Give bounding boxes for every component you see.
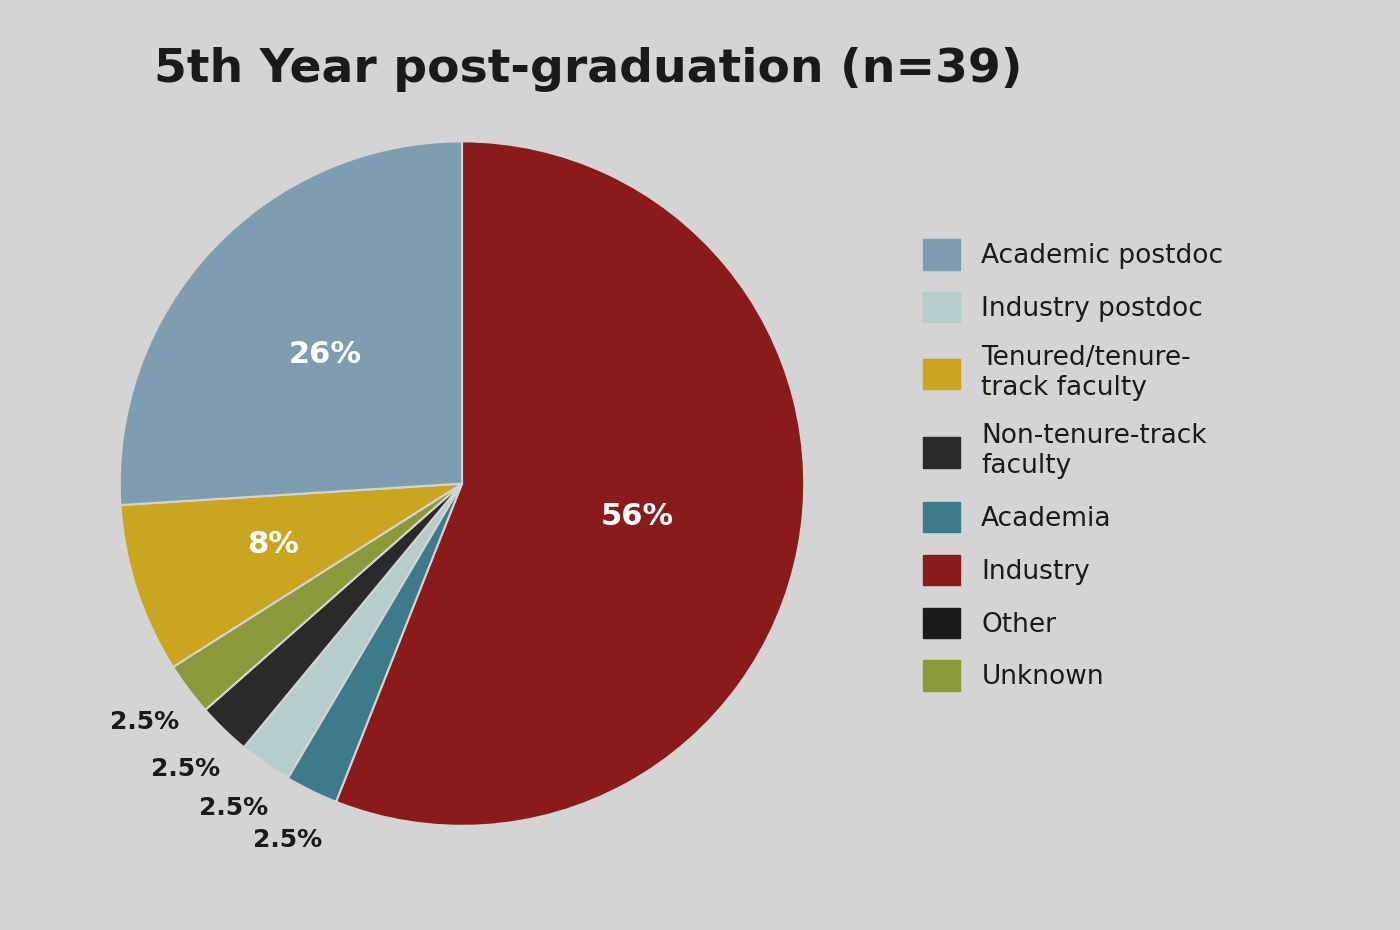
Wedge shape [244,484,462,778]
Text: 2.5%: 2.5% [199,796,269,820]
Wedge shape [336,141,804,826]
Text: 2.5%: 2.5% [151,757,220,780]
Text: 2.5%: 2.5% [253,828,322,852]
Wedge shape [288,484,462,802]
Text: 8%: 8% [248,530,300,560]
Wedge shape [120,141,462,505]
Wedge shape [206,484,462,748]
Text: 26%: 26% [288,340,361,369]
Text: 2.5%: 2.5% [111,710,179,734]
Text: 56%: 56% [601,502,673,531]
Text: 5th Year post-graduation (n=39): 5th Year post-graduation (n=39) [154,46,1022,91]
Legend: Academic postdoc, Industry postdoc, Tenured/tenure-
track faculty, Non-tenure-tr: Academic postdoc, Industry postdoc, Tenu… [923,239,1224,691]
Wedge shape [174,484,462,710]
Wedge shape [120,484,462,667]
